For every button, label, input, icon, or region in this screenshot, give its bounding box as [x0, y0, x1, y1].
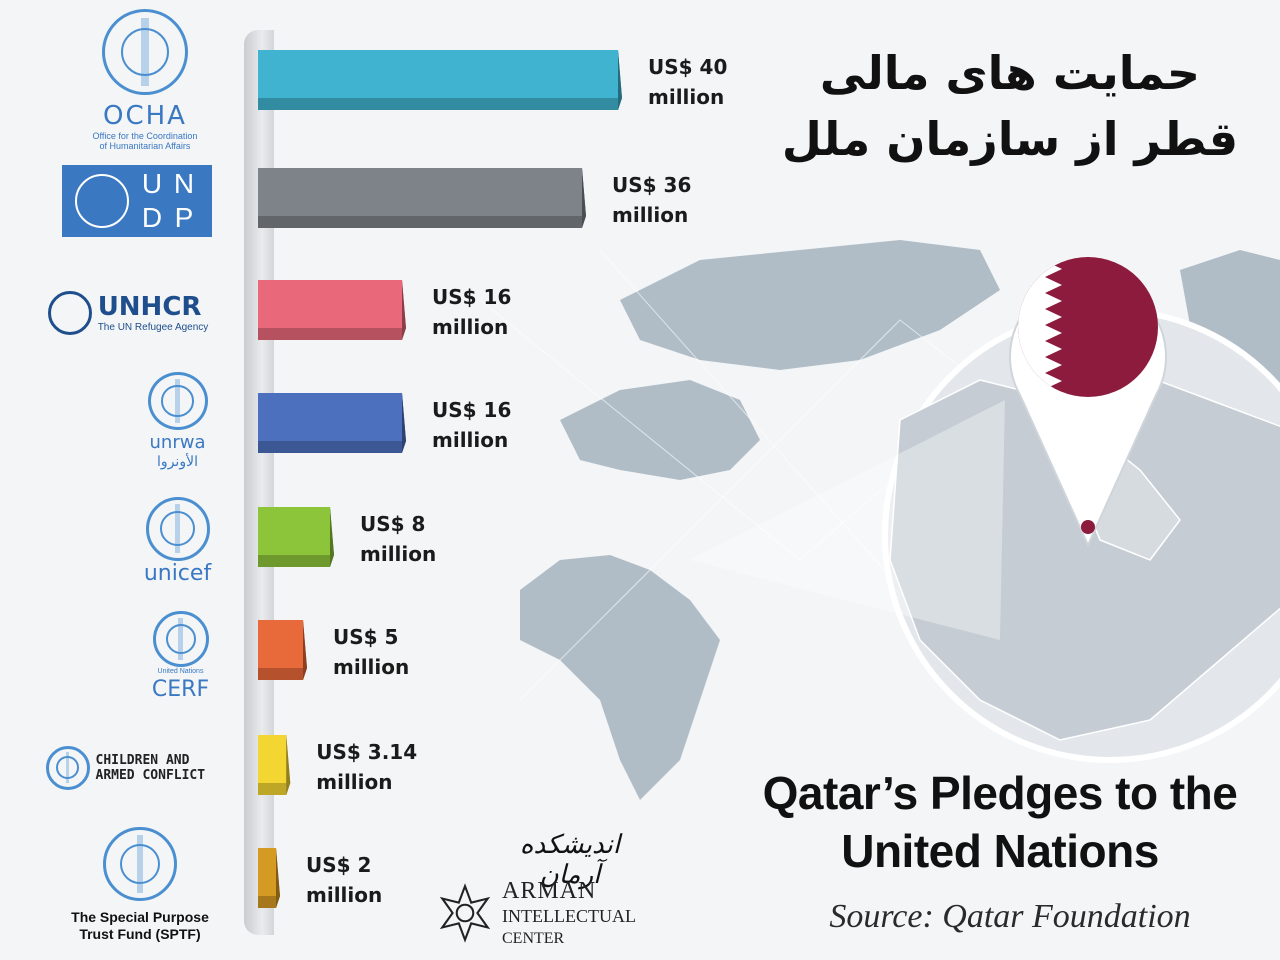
bar-1 — [258, 50, 622, 110]
bar-value-unit: million — [360, 542, 437, 566]
bar-value-amount: US$ 2 — [306, 853, 372, 877]
bar-value-unit: million — [306, 883, 383, 907]
bar-4 — [258, 393, 406, 453]
bar-value-unit: million — [316, 770, 393, 794]
cerf-logo: United Nations CERF — [138, 610, 223, 702]
bar-6 — [258, 620, 307, 680]
unicef-name: unicef — [143, 560, 212, 586]
bar-value-amount: US$ 8 — [360, 512, 426, 536]
bar-value-unit: million — [648, 85, 725, 109]
caac-logo: CHILDREN AND ARMED CONFLICT — [38, 740, 223, 795]
ocha-subtitle: Office for the Coordination of Humanitar… — [92, 131, 198, 151]
undp-letter: U — [141, 168, 163, 199]
bar-value-label: US$ 16 million — [432, 282, 511, 342]
un-emblem-icon — [75, 174, 129, 228]
undp-logo: U N D P — [62, 165, 212, 237]
undp-letter: P — [174, 202, 194, 233]
sptf-logo: The Special Purpose Trust Fund (SPTF) — [45, 820, 235, 950]
bar-value-amount: US$ 5 — [333, 625, 399, 649]
bar-value-amount: US$ 3.14 — [316, 740, 418, 764]
bar-value-unit: million — [333, 655, 410, 679]
bar-value-label: US$ 3.14 million — [316, 737, 417, 797]
unicef-logo: unicef — [130, 495, 225, 587]
unrwa-arabic: الأونروا — [157, 453, 198, 469]
bar-value-amount: US$ 40 — [648, 55, 728, 79]
arman-line-3: CENTER — [502, 930, 565, 947]
bar-value-unit: million — [612, 203, 689, 227]
english-title: Qatar’s Pledges to the United Nations — [762, 767, 1238, 877]
cerf-name: CERF — [151, 676, 210, 702]
undp-letter: N — [173, 168, 195, 199]
ocha-logo: OCHA Office for the Coordination of Huma… — [80, 5, 210, 155]
un-emblem-icon — [103, 827, 177, 901]
bar-value-label: US$ 40 million — [648, 52, 727, 112]
arman-line-2: INTELLECTUAL — [502, 906, 636, 926]
source-note: Source: Qatar Foundation — [829, 898, 1191, 935]
arman-logo: اندیشکده آرمان ARMAN INTELLECTUAL CENTER — [430, 830, 660, 955]
bar-value-amount: US$ 16 — [432, 398, 512, 422]
cerf-subtitle: United Nations — [157, 667, 204, 675]
un-emblem-icon — [147, 372, 208, 430]
undp-letters: U N D P — [137, 168, 199, 234]
bar-7 — [258, 735, 291, 795]
unrwa-name: unrwa — [149, 432, 206, 453]
bar-value-label: US$ 16 million — [432, 395, 511, 455]
bar-value-label: US$ 36 million — [612, 170, 691, 230]
mother-child-icon — [145, 496, 210, 561]
caac-name: CHILDREN AND ARMED CONFLICT — [95, 752, 206, 783]
bar-value-label: US$ 5 million — [333, 622, 409, 682]
undp-letter: D — [141, 202, 163, 233]
un-emblem-icon — [102, 9, 188, 95]
bar-value-label: US$ 2 million — [306, 850, 382, 910]
bar-2 — [258, 168, 586, 228]
arman-line-1: ARMAN — [502, 878, 597, 904]
unrwa-logo: unrwa الأونروا — [130, 372, 225, 470]
arman-flower-icon — [439, 883, 491, 943]
bar-8 — [258, 848, 280, 908]
bar-value-unit: million — [432, 315, 509, 339]
un-emblem-icon — [45, 745, 90, 790]
unhcr-logo: UNHCR The UN Refugee Agency — [38, 285, 218, 340]
qatar-flag-pin — [1009, 257, 1167, 548]
un-emblem-icon — [152, 610, 209, 667]
bar-value-amount: US$ 16 — [432, 285, 512, 309]
persian-title: حمایت های مالی قطر از سازمان ملل — [781, 46, 1239, 166]
unhcr-name: UNHCR — [97, 292, 202, 322]
unhcr-subtitle: The UN Refugee Agency — [97, 322, 209, 333]
bar-value-unit: million — [432, 428, 509, 452]
ocha-name: OCHA — [103, 101, 187, 131]
bar-value-amount: US$ 36 — [612, 173, 692, 197]
bar-5 — [258, 507, 334, 567]
family-icon — [47, 290, 92, 335]
bar-value-label: US$ 8 million — [360, 509, 436, 569]
bar-3 — [258, 280, 406, 340]
arman-persian-name: اندیشکده آرمان — [519, 830, 621, 890]
sptf-name: The Special Purpose Trust Fund (SPTF) — [71, 909, 209, 942]
